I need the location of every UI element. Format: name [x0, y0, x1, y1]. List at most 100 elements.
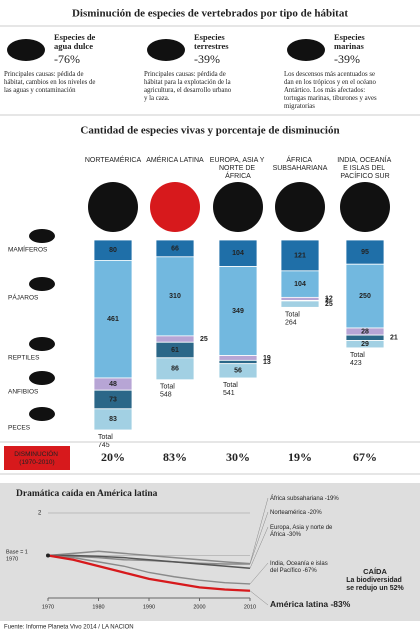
habitat-name: Especies de agua dulce — [54, 32, 97, 51]
habitat-change: -39% — [334, 52, 360, 66]
total-value: 548 — [160, 392, 172, 399]
bar-segment — [93, 408, 133, 431]
total: Total 541 — [223, 382, 238, 397]
segment-label: 48 — [109, 381, 117, 388]
habitat-text: Los descensos más acentuados se dan en l… — [284, 71, 378, 110]
segment-label: 104 — [294, 281, 306, 288]
bar-segment — [280, 239, 320, 272]
region-name: NORTEAMÉRICA — [85, 155, 142, 164]
decline-value: 67% — [353, 450, 377, 464]
region-name: ÁFRICA SUBSAHARIANA — [273, 155, 328, 172]
region-name: AMÉRICA LATINA — [146, 155, 204, 164]
habitat-change: -39% — [194, 52, 220, 66]
segment-label: 73 — [109, 396, 117, 403]
segment-label: 25 — [200, 336, 208, 343]
globe — [340, 182, 390, 232]
base-dot — [46, 553, 50, 558]
decline-value: 83% — [163, 450, 187, 464]
total-value: 745 — [98, 442, 110, 449]
bar-segment — [345, 334, 385, 341]
bar-segment — [155, 357, 195, 381]
x-tick-label: 1970 — [42, 604, 54, 610]
animal-icon — [29, 371, 55, 385]
section-title: Cantidad de especies vivas y porcentaje … — [80, 125, 339, 137]
habitat-change: -76% — [54, 52, 80, 66]
segment-label: 2 — [325, 298, 329, 305]
line-panel — [0, 483, 420, 621]
leader — [249, 497, 269, 564]
total: Total 548 — [160, 384, 175, 399]
segment-label: 12 — [325, 296, 333, 303]
legend-label: MAMÍFEROS — [8, 245, 48, 254]
globe — [275, 182, 325, 232]
segment-label: 25 — [325, 301, 333, 308]
line-title: Dramática caída en América latina — [16, 489, 158, 499]
bar-segment — [155, 256, 195, 337]
line-series — [47, 554, 251, 585]
total: Total 423 — [350, 352, 365, 367]
source: Fuente: Informe Planeta Vivo 2014 / LA N… — [4, 625, 134, 631]
segment-label: 104 — [232, 250, 244, 257]
annotation-title: CAÍDA — [363, 567, 387, 576]
animal-icon — [29, 277, 55, 291]
series-label: África subsahariana -19% — [270, 495, 339, 502]
x-tick-label: 1990 — [143, 604, 155, 610]
legend-label: PÁJAROS — [8, 293, 39, 302]
bar-segment — [218, 359, 258, 365]
x-tick-label: 2010 — [244, 604, 256, 610]
globe — [150, 182, 200, 232]
segment-label: 461 — [107, 316, 119, 323]
segment-label: 310 — [169, 293, 181, 300]
total-label: Total — [350, 352, 365, 359]
bar-segment — [280, 270, 320, 298]
animal-icon — [29, 229, 55, 243]
series-label: India, Oceanía e islas del Pacífico -67% — [270, 561, 329, 574]
total: Total 745 — [98, 434, 113, 449]
total: Total 264 — [285, 311, 300, 326]
decline-value: 19% — [288, 450, 312, 464]
bar-segment — [155, 335, 195, 343]
legend-label: ANFIBIOS — [8, 389, 39, 396]
series-label: Norteamérica -20% — [270, 510, 322, 516]
segment-label: 95 — [361, 249, 369, 256]
decline-value: 30% — [226, 450, 250, 464]
habitat-name: Especies terrestres — [194, 32, 229, 51]
decline-label: DISMINUCIÓN (1970-2010) — [14, 449, 60, 466]
segment-label: 349 — [232, 308, 244, 315]
segment-label: 28 — [361, 328, 369, 335]
segment-label: 80 — [109, 247, 117, 254]
line-series — [47, 550, 251, 565]
habitat-name: Especies marinas — [334, 32, 367, 51]
segment-label: 121 — [294, 252, 306, 259]
segment-label: 29 — [361, 341, 369, 348]
globe — [213, 182, 263, 232]
bar-segment — [218, 266, 258, 356]
segment-label: 61 — [171, 347, 179, 354]
segment-label: 66 — [171, 245, 179, 252]
line-series — [47, 554, 251, 592]
bar-segment — [93, 259, 133, 379]
habitat-icon — [7, 39, 45, 61]
segment-label: 19 — [263, 355, 271, 362]
x-tick-label: 2000 — [193, 604, 205, 610]
total-label: Total — [98, 434, 113, 441]
total-value: 423 — [350, 360, 362, 367]
legend-label: PECES — [8, 425, 31, 432]
bar-segment — [280, 300, 320, 308]
region-name: EUROPA, ASIA Y NORTE DE ÁFRICA — [210, 157, 266, 180]
line-series — [47, 554, 250, 565]
segment-label: 56 — [234, 368, 242, 375]
series-label: Europa, Asia y norte de África -30% — [270, 525, 334, 538]
leader — [249, 511, 269, 565]
total-value: 541 — [223, 390, 235, 397]
habitat-text: Principales causas: pédida de hábitat, c… — [4, 71, 97, 94]
globe — [88, 182, 138, 232]
segment-label: 250 — [359, 293, 371, 300]
habitat-icon — [287, 39, 325, 61]
total-label: Total — [223, 382, 238, 389]
segment-label: 83 — [109, 416, 117, 423]
bar-segment — [280, 296, 320, 301]
leader — [249, 590, 269, 606]
segment-label: 13 — [263, 359, 271, 366]
